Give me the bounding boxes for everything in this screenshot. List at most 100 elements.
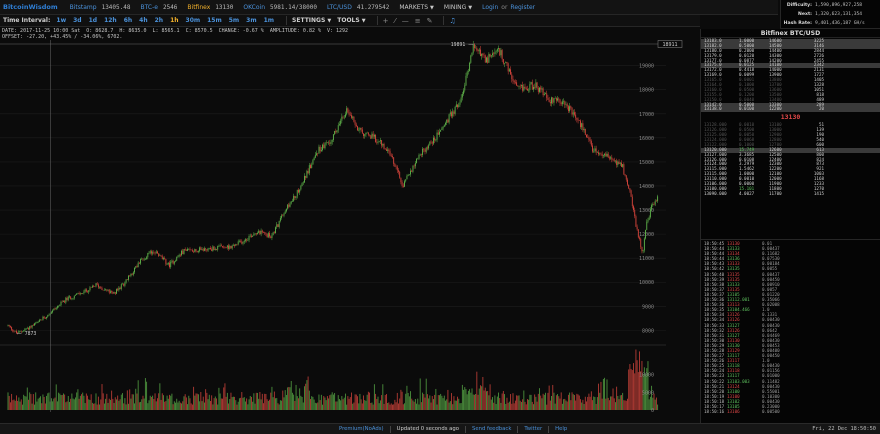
twitter-link[interactable]: Twitter: [524, 426, 543, 432]
interval-2h[interactable]: 2h: [154, 17, 164, 24]
fibonacci-icon[interactable]: ≡: [414, 16, 421, 25]
interval-3m[interactable]: 3m: [246, 17, 257, 24]
candle-body: [641, 247, 643, 252]
bid-row[interactable]: 13115.000 1.0000 12100 1003: [701, 171, 880, 177]
candle-body: [354, 121, 356, 125]
candle-body: [178, 254, 180, 257]
candle-body: [442, 126, 444, 129]
trade-amount: 0.00430: [762, 363, 780, 369]
candle-body: [604, 153, 606, 156]
register-link[interactable]: Register: [510, 3, 536, 11]
ticker-btce[interactable]: BTC-e 2546: [140, 4, 177, 11]
ask-row[interactable]: 13160.0 0.0500 13600 1051: [701, 87, 880, 93]
candle-body: [324, 143, 326, 149]
bid-row[interactable]: 13122.000 0.1000 12700 600: [701, 142, 880, 148]
interval-30m[interactable]: 30m: [185, 17, 201, 24]
ask-row[interactable]: 13177.0 0.0877 14200 2455: [701, 58, 880, 64]
settings-menu[interactable]: SETTINGS ▼: [292, 17, 331, 24]
tools-menu[interactable]: TOOLS ▼: [337, 17, 365, 24]
volume-bar: [511, 403, 513, 410]
interval-15m[interactable]: 15m: [207, 17, 222, 24]
candle-body: [602, 155, 604, 156]
trade-row: 18:50:37 13105 0.01220: [701, 292, 880, 297]
ask-row[interactable]: 13150.0 0.0040 13400 489: [701, 97, 880, 103]
bid-row[interactable]: 13127.000 3.3685 12500 800: [701, 152, 880, 158]
ask-row[interactable]: 13182.0 0.5000 14500 3146: [701, 43, 880, 49]
candle-body: [617, 161, 619, 165]
ask-row[interactable]: 13165.0 0.0001 13800 1405: [701, 77, 880, 83]
price-chart[interactable]: 8000 9000 10000 11000 12000 13000 14000 15000 16…: [0, 40, 700, 412]
ask-row[interactable]: 13183.0 1.0000 14600 3225: [701, 38, 880, 44]
interval-4h[interactable]: 4h: [139, 17, 148, 24]
candle-body: [220, 245, 222, 247]
help-link[interactable]: Help: [555, 426, 568, 432]
candle-body: [59, 304, 61, 306]
interval-1d[interactable]: 1d: [88, 17, 98, 24]
bid-row[interactable]: 13126.000 0.0500 13000 139: [701, 127, 880, 133]
interval-12h[interactable]: 12h: [104, 17, 117, 24]
ask-row[interactable]: 13180.0 0.2000 14400 2844: [701, 48, 880, 54]
volume-bar: [564, 398, 566, 410]
volume-bar: [325, 400, 327, 410]
interval-6h[interactable]: 6h: [123, 17, 133, 24]
candle-body: [512, 78, 514, 81]
bid-row[interactable]: 13115.000 1.5462 12200 921: [701, 166, 880, 172]
ask-row[interactable]: 13175.0 0.0125 14100 2342: [701, 63, 880, 69]
interval-3d[interactable]: 3d: [73, 17, 82, 24]
volume-bar: [73, 399, 75, 410]
premium-link[interactable]: Premium(NoAds): [339, 426, 384, 432]
candle-body: [522, 84, 524, 91]
ask-row[interactable]: 13179.0 0.0120 14300 2726: [701, 53, 880, 59]
bid-row[interactable]: 13124.000 0.0068 12800 540: [701, 137, 880, 143]
interval-1m[interactable]: 1m: [263, 17, 275, 24]
site-logo[interactable]: BitcoinWisdom: [3, 3, 58, 11]
candle-body: [226, 245, 228, 248]
bid-row[interactable]: 13106.000 0.0000 11900 1233: [701, 181, 880, 187]
feedback-link[interactable]: Send feedback: [472, 426, 512, 432]
brush-icon[interactable]: ✎: [426, 16, 433, 25]
ask-row[interactable]: 13155.0 0.1200 13500 818: [701, 92, 880, 98]
interval-1w[interactable]: 1w: [56, 17, 67, 24]
bid-row[interactable]: 13124.000 3.2979 12300 873: [701, 162, 880, 167]
volume-bar: [326, 396, 328, 410]
ask-row[interactable]: 13138.0 0.0100 12200 20: [701, 107, 880, 113]
crosshair-icon[interactable]: +: [382, 16, 389, 25]
volume-bar: [323, 396, 325, 410]
candle-body: [212, 246, 214, 251]
ask-row[interactable]: 13142.0 0.5000 13300 289: [701, 102, 880, 108]
trade-time: 18:50:29: [704, 342, 725, 348]
candle-body: [471, 52, 473, 56]
ask-row[interactable]: 13172.0 0.4418 14000 2131: [701, 67, 880, 73]
ticker-okcoin[interactable]: OKCoin 5981.14/38000: [243, 4, 317, 11]
horizontal-line-icon[interactable]: —: [401, 16, 409, 25]
markets-menu[interactable]: MARKETS ▼: [399, 4, 434, 11]
bid-row[interactable]: 13090.000 4.0027 11700 1415: [701, 191, 880, 197]
login-link[interactable]: Login: [482, 3, 499, 11]
bid-row[interactable]: 13100.000 15.101 11800 1270: [701, 186, 880, 192]
volume-bar: [116, 399, 117, 410]
interval-5m[interactable]: 5m: [228, 17, 240, 24]
candle-body: [257, 233, 258, 235]
ticker-ltcusd[interactable]: LTC/USD 41.279542: [327, 4, 389, 11]
bid-row[interactable]: 13126.000 0.0108 12400 824: [701, 157, 880, 163]
interval-1h[interactable]: 1h: [170, 17, 179, 24]
alert-bell-icon[interactable]: ♫: [449, 16, 456, 25]
volume-bar: [419, 378, 421, 410]
ticker-bitstamp[interactable]: Bitstamp 13405.48: [70, 4, 131, 11]
volume-bar: [335, 401, 337, 410]
bid-row[interactable]: 13120.000 15.749 12600 613: [701, 147, 880, 153]
trendline-icon[interactable]: ⁄: [394, 16, 396, 25]
candle-body: [191, 250, 193, 252]
ticker-bitfinex[interactable]: Bitfinex 13130: [187, 4, 233, 11]
candle-info: DATE: 2017-11-25 10:00 Sat O: 8628.7 H: 86…: [2, 28, 442, 40]
bid-row[interactable]: 13110.000 0.0010 12000 1168: [701, 176, 880, 182]
bid-row[interactable]: 13125.000 0.0050 12900 190: [701, 132, 880, 138]
ask-row[interactable]: 13164.0 0.1000 13700 1328: [701, 82, 880, 88]
ask-row[interactable]: 13169.0 0.0099 13900 1727: [701, 72, 880, 78]
candle-body: [156, 251, 158, 254]
candle-body: [612, 159, 614, 160]
mining-menu[interactable]: MINING ▼: [444, 4, 472, 11]
bid-row[interactable]: 13128.000 0.0010 13100 51: [701, 122, 880, 128]
candle-body: [478, 49, 480, 52]
volume-bar: [559, 398, 561, 410]
